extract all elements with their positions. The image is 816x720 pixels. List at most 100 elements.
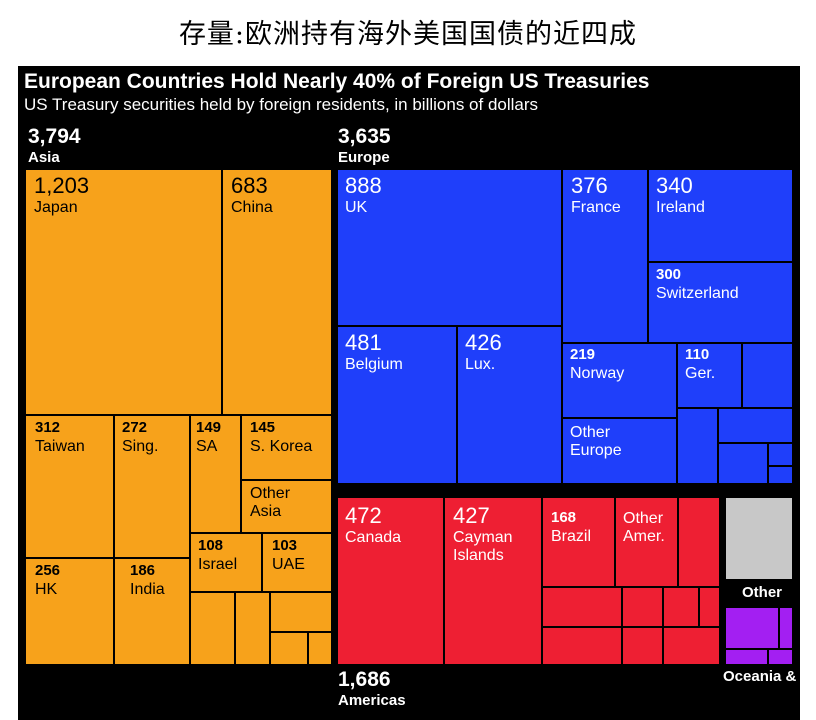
cell-value-s-korea: 145 bbox=[250, 419, 276, 436]
cell-label-taiwan: Taiwan bbox=[35, 438, 85, 455]
cell-taiwan bbox=[24, 414, 115, 559]
cell-value-sa: 149 bbox=[196, 419, 222, 436]
cell-label-uae: UAE bbox=[272, 556, 305, 573]
cell-uk bbox=[336, 168, 563, 327]
cell-switzerland bbox=[647, 261, 794, 344]
cell-value-sing: 272 bbox=[122, 419, 148, 436]
cell-value-ger: 110 bbox=[685, 346, 710, 363]
cell-value-france: 376 bbox=[571, 173, 608, 198]
cell-americas-small-6 bbox=[541, 626, 623, 666]
cell-europe-small-1 bbox=[741, 342, 794, 409]
cell-value-taiwan: 312 bbox=[35, 419, 61, 436]
chart-title: European Countries Hold Nearly 40% of Fo… bbox=[24, 70, 650, 93]
region-label-oceania-africa: Oceania & Africa bbox=[723, 668, 816, 685]
cell-oceania-4 bbox=[767, 648, 794, 666]
cell-hk bbox=[24, 557, 115, 666]
cell-singapore bbox=[113, 414, 191, 559]
region-label-other: Other bbox=[742, 584, 783, 601]
cell-canada bbox=[336, 496, 445, 666]
region-label-europe: Europe bbox=[338, 149, 390, 166]
cell-other-asia bbox=[240, 479, 333, 534]
cell-ireland bbox=[647, 168, 794, 263]
cell-value-norway: 219 bbox=[570, 346, 596, 363]
cell-americas-small-5 bbox=[698, 586, 721, 628]
cell-label-uk: UK bbox=[345, 199, 368, 216]
cell-label-japan: Japan bbox=[34, 199, 78, 216]
cell-value-china: 683 bbox=[231, 173, 268, 198]
cell-value-cayman-islands: 427 bbox=[453, 503, 490, 528]
cell-belgium bbox=[336, 325, 458, 485]
cell-label-israel: Israel bbox=[198, 556, 238, 573]
cell-asia-small-1 bbox=[189, 591, 236, 666]
cell-sa bbox=[189, 414, 242, 534]
cell-value-india: 186 bbox=[130, 562, 156, 579]
cell-label-france: France bbox=[571, 199, 621, 216]
cell-europe-small-6 bbox=[767, 465, 794, 485]
cell-s-korea bbox=[240, 414, 333, 481]
cell-norway bbox=[561, 342, 678, 419]
cell-value-uae: 103 bbox=[272, 537, 298, 554]
cell-label-other-amer: Other Amer. bbox=[623, 510, 665, 545]
cell-europe-small-3 bbox=[717, 407, 794, 444]
cell-label-lux: Lux. bbox=[465, 356, 496, 373]
cell-americas-small-8 bbox=[662, 626, 721, 666]
cell-asia-small-5 bbox=[307, 631, 333, 666]
cell-asia-small-2 bbox=[234, 591, 271, 666]
cell-value-switzerland: 300 bbox=[656, 266, 682, 283]
cell-americas-small-1 bbox=[677, 496, 721, 588]
cell-value-brazil: 168 bbox=[551, 509, 577, 526]
region-value-americas: 1,686 bbox=[338, 668, 391, 691]
cell-value-hk: 256 bbox=[35, 562, 61, 579]
cell-value-israel: 108 bbox=[198, 537, 224, 554]
cell-label-cayman-islands: Cayman Islands bbox=[453, 529, 513, 564]
cell-americas-small-4 bbox=[662, 586, 700, 628]
cell-israel bbox=[189, 532, 263, 593]
cell-oceania-2 bbox=[778, 606, 794, 650]
cell-other-region bbox=[724, 496, 794, 581]
cell-india bbox=[113, 557, 191, 666]
cell-label-hk: HK bbox=[35, 581, 58, 598]
cell-value-japan: 1,203 bbox=[34, 173, 90, 198]
region-value-asia: 3,794 bbox=[28, 125, 81, 148]
cell-americas-small-3 bbox=[621, 586, 664, 628]
cell-cayman-islands bbox=[443, 496, 543, 666]
cell-label-ger: Ger. bbox=[685, 365, 716, 382]
cell-americas-small-7 bbox=[621, 626, 664, 666]
cell-label-s-korea: S. Korea bbox=[250, 438, 313, 455]
cell-china bbox=[221, 168, 333, 416]
cell-label-other-europe: Other Europe bbox=[570, 424, 622, 459]
cell-americas-small-2 bbox=[541, 586, 623, 628]
region-label-asia: Asia bbox=[28, 149, 60, 166]
cell-label-ireland: Ireland bbox=[656, 199, 705, 216]
cell-germany bbox=[676, 342, 743, 409]
cell-label-sing: Sing. bbox=[122, 438, 159, 455]
cell-europe-small-2 bbox=[676, 407, 719, 485]
cell-asia-small-3 bbox=[269, 591, 333, 633]
cell-brazil bbox=[541, 496, 616, 588]
chart-subtitle: US Treasury securities held by foreign r… bbox=[24, 95, 539, 114]
cell-value-belgium: 481 bbox=[345, 330, 382, 355]
cell-value-uk: 888 bbox=[345, 173, 382, 198]
page-caption: 存量:欧洲持有海外美国国债的近四成 bbox=[178, 19, 638, 50]
cell-label-brazil: Brazil bbox=[551, 528, 592, 545]
cell-value-lux: 426 bbox=[465, 330, 502, 355]
cell-label-sa: SA bbox=[196, 438, 218, 455]
cell-label-china: China bbox=[231, 199, 273, 216]
region-label-americas: Americas bbox=[338, 692, 406, 709]
cell-label-switzerland: Switzerland bbox=[656, 285, 739, 302]
cell-asia-small-4 bbox=[269, 631, 309, 666]
cell-europe-small-4 bbox=[717, 442, 769, 485]
cell-label-norway: Norway bbox=[570, 365, 625, 382]
cell-label-india: India bbox=[130, 581, 165, 598]
cell-value-ireland: 340 bbox=[656, 173, 693, 198]
cell-value-canada: 472 bbox=[345, 503, 382, 528]
cell-oceania-3 bbox=[724, 648, 769, 666]
cell-lux bbox=[456, 325, 563, 485]
cell-label-canada: Canada bbox=[345, 529, 402, 546]
cell-europe-small-5 bbox=[767, 442, 794, 467]
cell-label-other-asia: Other Asia bbox=[250, 485, 291, 520]
cell-japan bbox=[24, 168, 223, 416]
region-value-europe: 3,635 bbox=[338, 125, 391, 148]
cell-oceania-1 bbox=[724, 606, 780, 650]
